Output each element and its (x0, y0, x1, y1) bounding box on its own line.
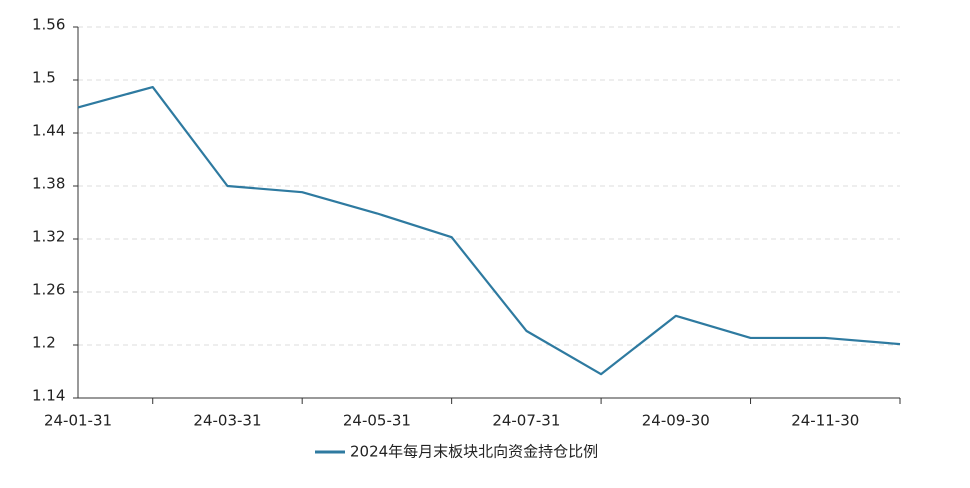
x-tick-label: 24-07-31 (492, 412, 560, 430)
x-tick-label: 24-11-30 (791, 412, 859, 430)
x-tick-label: 24-01-31 (44, 412, 112, 430)
y-tick-label: 1.38 (32, 175, 65, 193)
y-tick-label: 1.5 (32, 69, 56, 87)
x-tick-label: 24-09-30 (642, 412, 710, 430)
line (77, 85, 901, 376)
y-tick-label: 1.26 (32, 281, 65, 299)
y-tick-label: 1.14 (32, 387, 65, 405)
y-tick-label: 1.2 (32, 334, 56, 352)
x-tick-label: 24-03-31 (193, 412, 261, 430)
x-tick-label: 24-05-31 (343, 412, 411, 430)
y-tick-label: 1.56 (32, 16, 65, 34)
y-tick-label: 1.44 (32, 122, 65, 140)
legend-label: 2024年每月末板块北向资金持仓比例 (350, 443, 598, 461)
y-tick-label: 1.32 (32, 228, 65, 246)
